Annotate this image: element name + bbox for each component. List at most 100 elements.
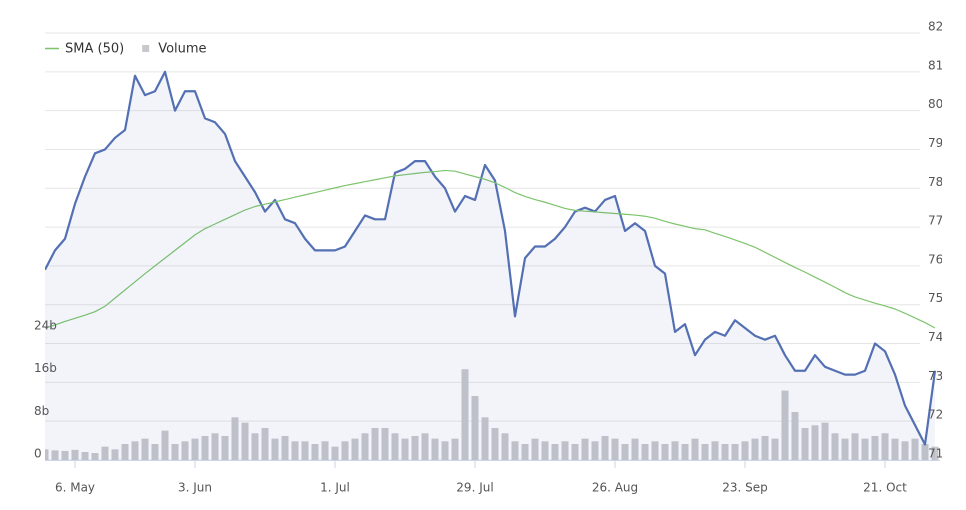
volume-bar xyxy=(571,443,579,460)
volume-bar xyxy=(441,441,449,460)
volume-bar xyxy=(801,427,809,460)
volume-bar xyxy=(861,438,869,460)
volume-bar xyxy=(851,433,859,460)
volume-bar xyxy=(671,441,679,460)
volume-bar xyxy=(481,417,489,460)
legend: SMA (50) Volume xyxy=(45,42,207,57)
y2-tick-label: 8b xyxy=(34,404,49,418)
lines xyxy=(45,70,937,446)
legend-swatch xyxy=(142,45,150,52)
x-tick-label: 6. May xyxy=(55,481,95,495)
volume-bar xyxy=(101,446,109,460)
volume-bar xyxy=(501,433,509,460)
volume-bar xyxy=(751,438,759,460)
volume-bar xyxy=(311,443,319,460)
volume-bar xyxy=(921,443,929,460)
volume-bar xyxy=(891,438,899,460)
volume-bar xyxy=(901,441,909,460)
volume-bar xyxy=(651,441,659,460)
volume-bar xyxy=(241,422,249,460)
volume-bar xyxy=(551,443,559,460)
volume-bar xyxy=(731,443,739,460)
volume-bar xyxy=(361,433,369,460)
volume-bar xyxy=(81,451,89,460)
legend-label: Volume xyxy=(158,42,206,57)
volume-bars xyxy=(45,369,939,460)
volume-bar xyxy=(821,422,829,460)
volume-bar xyxy=(201,435,209,460)
volume-bar xyxy=(741,441,749,460)
volume-bar xyxy=(271,438,279,460)
volume-bar xyxy=(51,450,59,460)
legend-label: SMA (50) xyxy=(65,42,124,57)
y-tick-label: 810 xyxy=(928,58,951,72)
grid xyxy=(45,32,920,461)
volume-bar xyxy=(261,427,269,460)
volume-bar xyxy=(791,411,799,460)
volume-bar xyxy=(931,446,939,460)
volume-bar xyxy=(711,441,719,460)
volume-bar xyxy=(291,441,299,460)
price-area xyxy=(45,71,935,461)
y2-tick-label: 0 xyxy=(34,447,42,461)
volume-bar xyxy=(91,453,99,460)
axes: 710 720 730 740 750 760 770 780 790 800 810 820 0 8b 1… xyxy=(34,20,951,495)
volume-bar xyxy=(411,435,419,460)
volume-bar xyxy=(231,417,239,460)
volume-bar xyxy=(641,443,649,460)
series-line xyxy=(45,169,936,329)
y2-tick-label: 24b xyxy=(34,318,57,332)
y-tick-label: 740 xyxy=(928,330,951,344)
volume-bar xyxy=(191,438,199,460)
volume-bar xyxy=(721,443,729,460)
volume-bar xyxy=(581,438,589,460)
x-tick-label: 3. Jun xyxy=(178,481,212,495)
volume-bar xyxy=(331,446,339,460)
volume-bar xyxy=(621,443,629,460)
volume-bar xyxy=(511,441,519,460)
volume-bar xyxy=(771,438,779,460)
volume-bar xyxy=(301,441,309,460)
volume-bar xyxy=(381,427,389,460)
volume-bar xyxy=(681,443,689,460)
volume-bar xyxy=(461,369,469,460)
x-tick-label: 1. Jul xyxy=(320,481,350,495)
x-tick-label: 21. Oct xyxy=(863,481,907,495)
volume-bar xyxy=(491,427,499,460)
volume-bar xyxy=(591,441,599,460)
y2-tick-label: 16b xyxy=(34,361,57,375)
volume-bar xyxy=(781,390,789,460)
volume-bar xyxy=(421,433,429,460)
volume-bar xyxy=(61,450,69,460)
volume-bar xyxy=(521,443,529,460)
y-tick-label: 710 xyxy=(928,447,951,461)
volume-bar xyxy=(321,441,329,460)
volume-bar xyxy=(45,449,49,460)
series-line xyxy=(45,70,937,446)
y-tick-label: 820 xyxy=(928,20,951,34)
volume-bar xyxy=(141,438,149,460)
volume-bar xyxy=(631,438,639,460)
y-tick-label: 730 xyxy=(928,369,951,383)
y-tick-label: 790 xyxy=(928,136,951,150)
volume-bar xyxy=(471,395,479,460)
volume-bar xyxy=(541,441,549,460)
volume-bar xyxy=(341,441,349,460)
volume-bar xyxy=(211,433,219,460)
volume-bar xyxy=(111,449,119,460)
volume-bar xyxy=(531,438,539,460)
volume-bar xyxy=(251,433,259,460)
volume-bar xyxy=(911,438,919,460)
y-tick-label: 780 xyxy=(928,175,951,189)
volume-bar xyxy=(871,435,879,460)
volume-bar xyxy=(71,449,79,460)
volume-bar xyxy=(401,438,409,460)
volume-bar xyxy=(171,443,179,460)
volume-bar xyxy=(431,438,439,460)
volume-bar xyxy=(811,425,819,460)
y-tick-label: 770 xyxy=(928,214,951,228)
volume-bar xyxy=(841,438,849,460)
x-tick-label: 26. Aug xyxy=(592,481,638,495)
volume-bar xyxy=(761,435,769,460)
x-tick-label: 23. Sep xyxy=(722,481,768,495)
